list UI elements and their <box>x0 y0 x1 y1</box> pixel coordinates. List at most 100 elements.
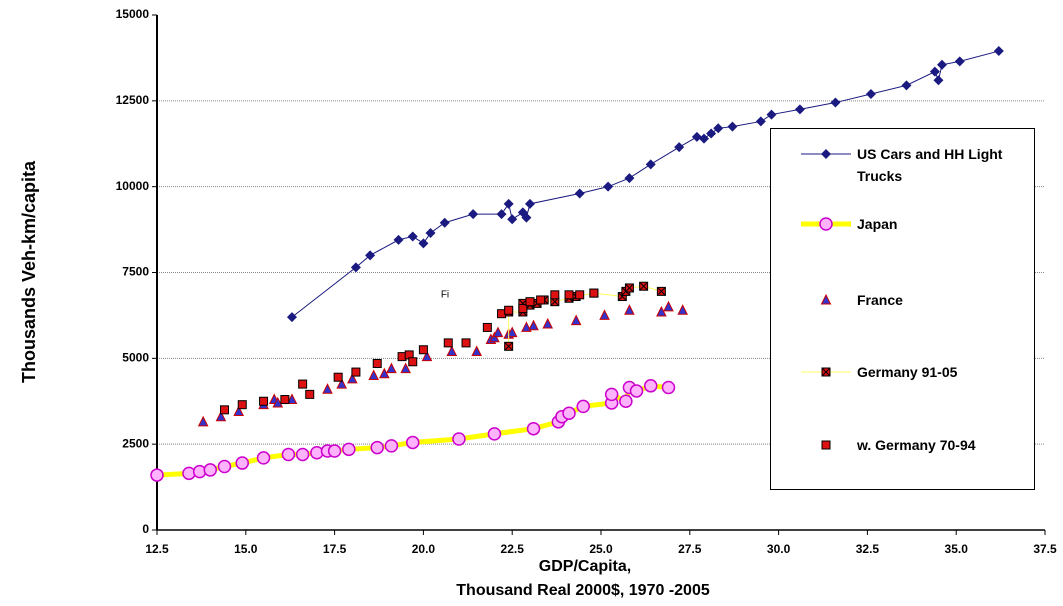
marker <box>706 128 717 139</box>
legend-item: Japan <box>771 213 1027 235</box>
legend: US Cars and HH Light Trucks Japan France Ge… <box>770 128 1035 490</box>
marker <box>233 405 245 417</box>
marker-cross <box>657 287 666 296</box>
legend-item: Germany 91-05 <box>771 361 1027 383</box>
marker <box>603 181 614 192</box>
marker <box>629 384 644 398</box>
marker <box>504 305 514 315</box>
marker <box>407 231 418 242</box>
marker <box>259 396 269 406</box>
marker <box>643 379 658 393</box>
marker <box>755 116 766 127</box>
marker <box>370 440 384 455</box>
marker <box>699 133 710 144</box>
legend-label: w. Germany 70-94 <box>857 437 976 453</box>
marker <box>384 439 399 453</box>
x-tick-label: 15.0 <box>234 542 258 556</box>
marker <box>504 341 514 351</box>
marker <box>298 379 308 389</box>
marker <box>518 304 528 314</box>
marker <box>521 212 532 223</box>
marker <box>536 295 546 305</box>
legend-label: France <box>857 292 903 308</box>
marker <box>830 97 841 108</box>
marker <box>624 173 635 184</box>
marker <box>235 456 249 470</box>
marker <box>766 109 777 120</box>
marker <box>471 345 482 356</box>
marker <box>574 188 585 199</box>
marker <box>526 421 541 436</box>
marker <box>443 338 453 348</box>
marker <box>425 228 436 239</box>
marker <box>993 46 1004 57</box>
legend-label: US Cars and HH Light Trucks <box>857 146 1003 184</box>
legend-symbol <box>820 293 832 305</box>
marker <box>365 250 376 261</box>
marker <box>237 400 247 410</box>
marker <box>521 321 532 332</box>
marker <box>865 88 876 99</box>
marker <box>482 322 492 332</box>
legend-label: Japan <box>857 216 898 232</box>
legend-label: Germany 91-05 <box>857 364 958 380</box>
marker <box>468 209 479 220</box>
marker <box>575 290 585 300</box>
marker <box>819 217 833 231</box>
marker <box>368 369 379 380</box>
x-tick-label: 22.5 <box>501 542 525 556</box>
marker <box>576 399 590 414</box>
marker <box>217 459 232 474</box>
legend-symbol <box>801 217 851 231</box>
annotation: Fi <box>441 290 449 301</box>
marker <box>350 262 361 273</box>
marker <box>336 377 348 389</box>
legend-item: w. Germany 70-94 <box>771 434 1027 456</box>
marker <box>624 283 634 293</box>
y-tick-label: 15000 <box>116 7 150 21</box>
x-tick-label: 12.5 <box>145 542 169 556</box>
marker <box>525 297 535 307</box>
marker <box>901 80 912 91</box>
marker <box>286 312 297 323</box>
marker <box>215 410 227 422</box>
marker <box>203 463 218 477</box>
marker <box>492 326 504 338</box>
marker <box>604 387 619 402</box>
marker-cross <box>821 367 831 377</box>
marker <box>393 234 404 245</box>
marker <box>295 447 310 462</box>
marker <box>421 350 433 362</box>
marker <box>820 293 832 305</box>
legend-symbol <box>801 367 851 377</box>
marker <box>929 66 940 77</box>
marker <box>452 432 466 446</box>
marker-cross <box>625 283 634 293</box>
series-line <box>156 383 669 478</box>
marker <box>281 447 296 462</box>
marker <box>386 362 397 374</box>
y-tick-label: 2500 <box>122 436 149 450</box>
marker <box>674 142 685 153</box>
marker <box>619 394 633 408</box>
marker <box>677 304 689 315</box>
legend-symbol <box>821 440 831 450</box>
y-axis-title: Thousands Veh-km/capita <box>19 160 39 383</box>
marker <box>347 372 358 384</box>
marker <box>439 217 450 228</box>
marker <box>624 304 635 315</box>
marker <box>489 331 500 343</box>
marker <box>496 209 507 220</box>
marker <box>305 389 315 399</box>
x-tick-label: 30.0 <box>767 542 791 556</box>
marker <box>656 305 667 317</box>
marker <box>408 357 418 367</box>
marker <box>550 290 560 300</box>
marker <box>379 367 390 379</box>
marker <box>280 395 290 405</box>
marker <box>821 367 831 377</box>
legend-symbol <box>801 149 851 159</box>
marker <box>661 380 676 395</box>
marker <box>400 362 411 374</box>
